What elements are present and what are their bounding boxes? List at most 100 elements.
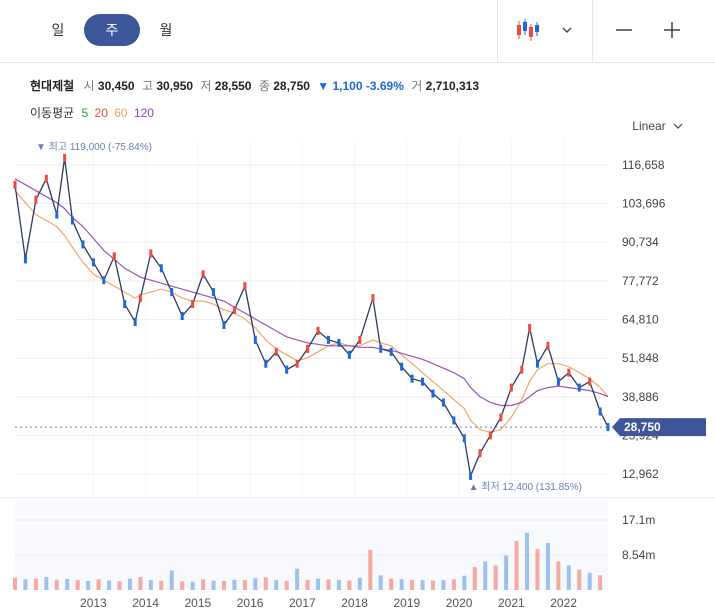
volume-bar	[326, 579, 331, 590]
chevron-down-icon[interactable]	[556, 14, 578, 46]
scale-mode-label: Linear	[632, 119, 666, 133]
volume-bar	[54, 579, 59, 590]
volume-bar	[316, 578, 321, 590]
price-candle	[253, 335, 257, 344]
stock-name: 현대제철	[30, 79, 75, 93]
volume-bar	[410, 579, 415, 590]
open-value: 30,450	[97, 79, 135, 93]
price-candle	[123, 300, 127, 309]
price-candle	[316, 326, 320, 335]
volume-bar	[13, 577, 17, 590]
price-tick-label: 64,810	[622, 313, 659, 327]
volume-bar	[598, 575, 603, 590]
price-candle	[462, 434, 466, 443]
price-candle	[421, 377, 425, 386]
tab-daily[interactable]: 일	[51, 22, 65, 38]
price-candle	[499, 413, 503, 422]
volume-bar	[232, 579, 237, 590]
price-candle	[232, 306, 236, 315]
tab-weekly[interactable]: 주	[84, 14, 140, 46]
volume-bar	[451, 579, 456, 590]
price-candle	[488, 431, 492, 440]
toolbar-divider	[592, 0, 593, 62]
price-candle	[567, 368, 571, 377]
ma-5-label[interactable]: 5	[81, 106, 89, 120]
volume-bar	[75, 580, 80, 590]
chevron-down-icon	[673, 123, 683, 129]
close-value: 28,750	[273, 79, 310, 93]
price-candle	[191, 300, 195, 309]
price-candle	[34, 195, 38, 204]
price-candle	[138, 294, 142, 303]
volume-bar	[504, 555, 509, 590]
volume-bar	[535, 549, 540, 590]
price-candle	[13, 180, 17, 189]
price-candle	[469, 471, 473, 480]
volume-bar	[378, 575, 383, 590]
price-candle	[306, 344, 310, 353]
volume-bar	[33, 578, 38, 590]
price-candle	[389, 347, 393, 356]
time-tick-label: 2014	[132, 596, 159, 610]
candlestick-icon[interactable]	[508, 14, 548, 46]
current-price-label: 28,750	[624, 420, 661, 434]
price-candle	[102, 276, 106, 285]
high-value: 30,950	[156, 79, 194, 93]
volume-bar	[566, 565, 571, 590]
low-annotation: ▲ 최저 12,400 (131.85%)	[469, 481, 582, 493]
price-candle	[598, 407, 602, 416]
price-tick-label: 103,696	[622, 197, 666, 211]
price-line	[14, 157, 609, 479]
price-candle	[400, 362, 404, 371]
change-percent: -3.69%	[365, 79, 404, 93]
high-label: 고	[141, 79, 153, 93]
price-candle	[431, 389, 435, 398]
open-label: 시	[83, 79, 95, 93]
ma-60-label[interactable]: 60	[114, 106, 128, 120]
time-tick-label: 2015	[185, 596, 212, 610]
tab-monthly[interactable]: 월	[159, 22, 173, 38]
time-tick-label: 2016	[237, 596, 264, 610]
price-tick-label: 12,962	[622, 467, 659, 481]
price-candle	[55, 210, 59, 219]
volume-bar	[180, 581, 185, 590]
volume-panel-value: 2,710,313	[66, 510, 120, 524]
time-tick-label: 2018	[341, 596, 368, 610]
volume-bar	[483, 561, 488, 590]
stock-info-row: 현대제철 시 30,450 고 30,950 저 28,550 종 28,750…	[30, 77, 483, 94]
price-candle	[91, 258, 95, 267]
volume-bar	[357, 577, 362, 590]
current-price-tag	[620, 418, 706, 437]
volume-panel-title: 거래량	[30, 510, 64, 524]
price-candle	[295, 359, 299, 368]
ma-120-label[interactable]: 120	[133, 106, 154, 120]
volume-bar	[305, 579, 310, 590]
price-candle	[535, 359, 539, 368]
volume-bar	[284, 581, 289, 590]
price-candle	[528, 323, 532, 332]
price-candle	[23, 255, 27, 264]
volume-bar	[242, 580, 247, 590]
ma-60-line	[14, 190, 609, 434]
price-tick-label: 51,848	[622, 351, 659, 365]
volume-bar	[169, 570, 174, 590]
volume-bar	[347, 580, 352, 590]
volume-bar	[577, 569, 582, 590]
price-candle	[274, 347, 278, 356]
scale-mode-dropdown[interactable]: Linear	[632, 119, 683, 133]
minus-icon[interactable]	[606, 14, 642, 46]
price-candle	[588, 377, 592, 386]
volume-label: 거	[411, 79, 423, 93]
price-candle	[452, 416, 456, 425]
volume-tick-label: 8.54m	[622, 548, 655, 562]
current-price-pointer	[612, 418, 620, 437]
price-candle	[326, 335, 330, 344]
ma-20-label[interactable]: 20	[94, 106, 108, 120]
plus-icon[interactable]	[654, 14, 690, 46]
price-candle	[133, 317, 137, 326]
time-tick-label: 2022	[550, 596, 577, 610]
volume-bar	[127, 578, 132, 590]
volume-bar	[336, 580, 341, 590]
volume-bar	[159, 581, 164, 590]
price-candle	[264, 359, 268, 368]
